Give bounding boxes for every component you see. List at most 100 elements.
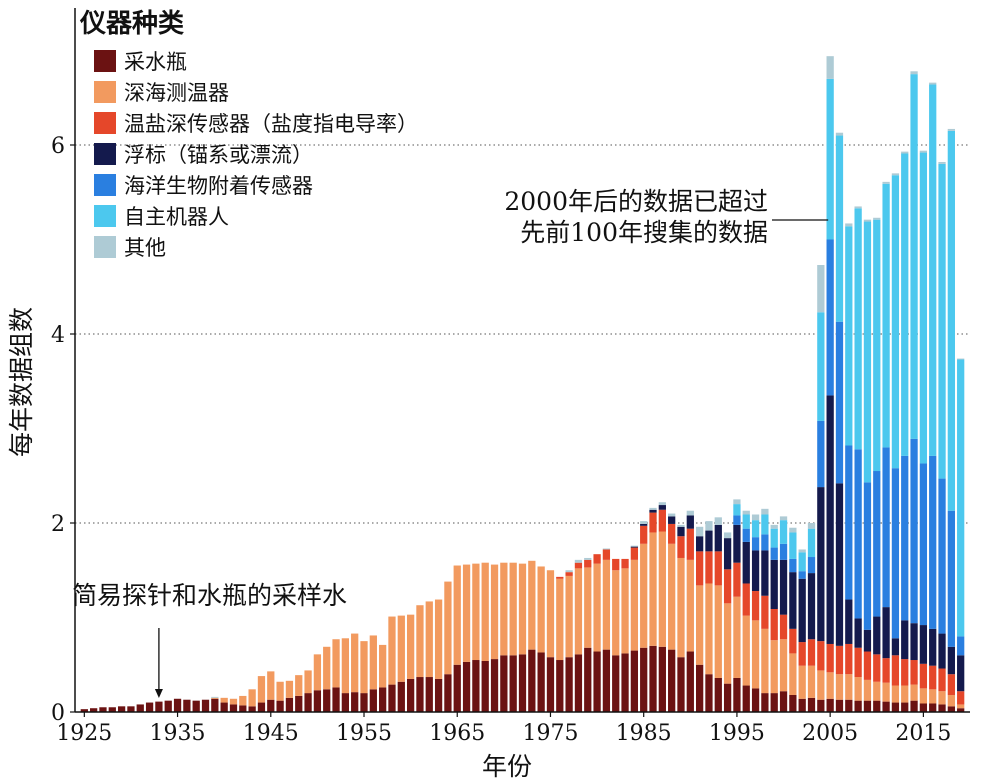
bar-segment: [640, 521, 648, 524]
bar-segment: [686, 510, 694, 516]
bar-segment: [723, 683, 732, 712]
bar-segment: [947, 674, 955, 695]
bar-segment: [546, 570, 555, 658]
bar-segment: [761, 534, 769, 551]
bar-segment: [826, 643, 834, 673]
bar-segment: [947, 130, 955, 511]
bar-segment: [453, 565, 461, 665]
bar-segment: [938, 162, 946, 164]
bar-segment: [929, 455, 937, 629]
bar-segment: [835, 674, 844, 700]
bar-segment: [854, 677, 862, 701]
bar-segment: [910, 71, 918, 75]
annotation-line: 先前100年搜集的数据: [520, 218, 768, 247]
bar-segment: [257, 676, 266, 703]
bar-segment: [99, 707, 107, 712]
bar-segment: [696, 551, 704, 586]
bar-segment: [807, 639, 816, 666]
bar-segment: [947, 510, 955, 647]
bar-segment: [761, 628, 769, 694]
bar-segment: [873, 219, 881, 472]
legend-swatch: [94, 205, 116, 227]
bar-segment: [574, 654, 583, 712]
bar-segment: [248, 706, 256, 712]
bar-segment: [938, 704, 946, 712]
bar-segment: [351, 692, 359, 712]
bar-segment: [285, 697, 294, 712]
bar-segment: [733, 596, 741, 678]
x-tick-label: 1935: [150, 721, 206, 746]
bar-segment: [696, 526, 704, 537]
bar-segment: [668, 543, 676, 650]
bar-segment: [705, 674, 713, 712]
x-tick-label: 2015: [895, 721, 951, 746]
bar-segment: [835, 699, 844, 712]
bar-segment: [761, 508, 769, 515]
x-tick-label: 1925: [56, 721, 112, 746]
bar-segment: [826, 698, 834, 712]
bar-segment: [640, 647, 648, 712]
bar-segment: [817, 312, 825, 421]
bar-segment: [462, 661, 471, 712]
bar-segment: [304, 693, 312, 712]
bar-segment: [537, 652, 545, 712]
bar-segment: [845, 599, 853, 644]
bar-segment: [901, 153, 909, 456]
bar-segment: [416, 677, 424, 712]
bar-segment: [593, 651, 601, 712]
bar-segment: [248, 689, 256, 707]
bar-segment: [276, 681, 284, 701]
bar-segment: [882, 447, 890, 608]
bar-segment: [891, 655, 900, 686]
bar-segment: [630, 547, 639, 560]
bar-segment: [145, 702, 154, 712]
bar-segment: [612, 655, 620, 712]
bar-segment: [863, 482, 872, 630]
bar-segment: [696, 585, 704, 665]
bar-segment: [705, 530, 713, 552]
bar-segment: [406, 678, 415, 712]
bar-segment: [453, 664, 461, 712]
bar-segment: [779, 559, 788, 615]
x-tick-label: 1965: [429, 721, 485, 746]
bar-segment: [882, 607, 890, 659]
x-tick-label: 2005: [802, 721, 858, 746]
bar-segment: [472, 563, 480, 661]
bar-segment: [807, 573, 816, 640]
bar-segment: [938, 163, 946, 479]
bar-segment: [640, 525, 648, 544]
bar-segment: [528, 649, 536, 712]
bar-segment: [723, 532, 732, 539]
bar-segment: [901, 620, 909, 660]
bar-segment: [826, 239, 834, 396]
bar-segment: [696, 664, 704, 712]
bar-segment: [444, 581, 452, 675]
bar-segment: [369, 689, 377, 712]
bar-segment: [929, 82, 937, 85]
bar-segment: [714, 677, 722, 712]
bar-segment: [845, 643, 853, 675]
bar-segment: [901, 659, 909, 686]
bar-segment: [397, 681, 405, 712]
bar-segment: [938, 478, 946, 634]
bar-segment: [658, 646, 666, 712]
bar-segment: [742, 685, 750, 712]
legend-swatch: [94, 236, 116, 258]
bar-segment: [668, 516, 676, 524]
bar-segment: [826, 78, 834, 240]
x-tick-label: 1975: [522, 721, 578, 746]
bar-segment: [677, 536, 685, 558]
bar-segment: [798, 698, 806, 712]
bar-segment: [817, 699, 825, 712]
bar-segment: [919, 152, 928, 464]
x-tick-label: 1985: [616, 721, 672, 746]
bar-segment: [845, 674, 853, 700]
bar-segment: [434, 678, 443, 712]
bar-segment: [882, 701, 890, 712]
bar-segment: [854, 449, 862, 619]
bar-segment: [313, 690, 322, 712]
bar-segment: [751, 520, 760, 538]
bar-segment: [323, 689, 331, 712]
bar-segment: [658, 505, 666, 510]
